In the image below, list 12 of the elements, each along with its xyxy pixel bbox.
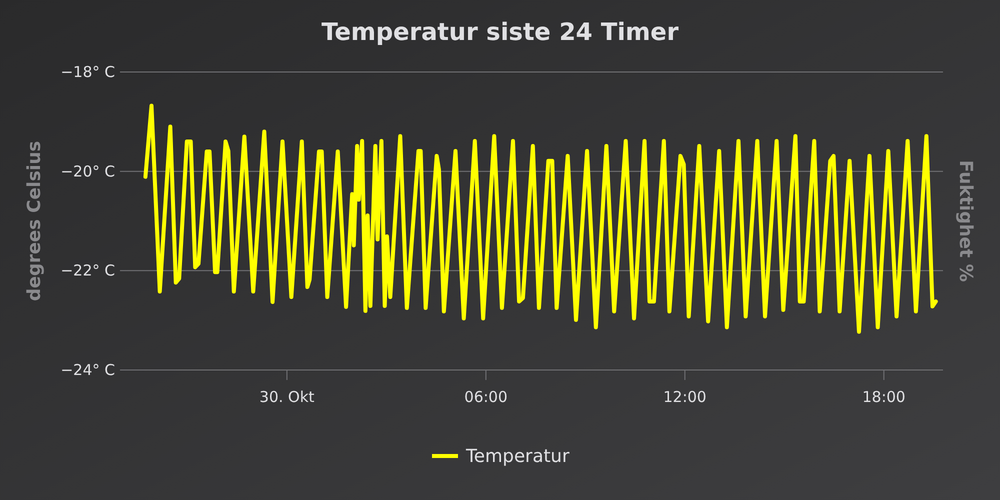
y-tick-label: −24° C: [60, 361, 115, 379]
y-tick-label: −20° C: [60, 162, 115, 180]
legend-label: Temperatur: [465, 446, 570, 467]
y-tick-label: −18° C: [60, 63, 115, 81]
y2-axis-title: Fuktighet %: [955, 160, 976, 282]
chart-title: Temperatur siste 24 Timer: [321, 18, 679, 46]
y-axis-title: degrees Celsius: [24, 140, 45, 302]
y-tick-label: −22° C: [60, 262, 115, 280]
x-tick-label: 12:00: [663, 388, 706, 406]
x-tick-label: 30. Okt: [259, 388, 315, 406]
x-tick-label: 06:00: [464, 388, 508, 406]
x-tick-label: 18:00: [862, 388, 906, 406]
